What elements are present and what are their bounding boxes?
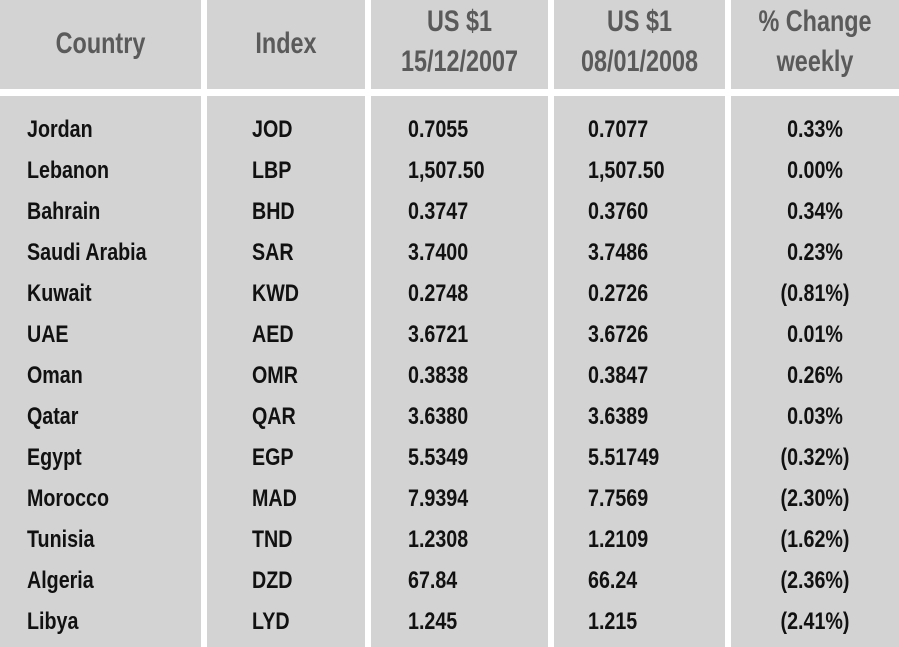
cell-text: Jordan (27, 116, 93, 143)
cell-text: Libya (27, 608, 79, 635)
cell-text: 0.7055 (408, 116, 469, 143)
cell-text: UAE (27, 321, 69, 348)
cell-text: 5.5349 (408, 444, 469, 471)
cell-text: 5.51749 (588, 444, 660, 471)
cell-text: EGP (252, 444, 294, 471)
cell-text: Morocco (27, 485, 110, 512)
header-text: Country (55, 27, 146, 60)
cell-text: 3.7400 (408, 239, 469, 266)
cell-text: LBP (252, 157, 292, 184)
cell-text: 3.6380 (408, 403, 469, 430)
cell-text: 66.24 (588, 567, 638, 594)
cell-text: TND (252, 526, 293, 553)
cell-text: 7.7569 (588, 485, 649, 512)
cell-text: 1.2308 (408, 526, 469, 553)
body-cell (554, 96, 725, 647)
cell-text: 0.3838 (408, 362, 469, 389)
body-cell (731, 96, 899, 647)
cell-text: AED (252, 321, 294, 348)
cell-text: Algeria (27, 567, 94, 594)
cell-text: 0.33% (787, 116, 843, 143)
header-text: US $1 (426, 5, 493, 38)
cell-text: 0.03% (787, 403, 843, 430)
cell-text: 1.2109 (588, 526, 649, 553)
cell-text: 0.01% (787, 321, 843, 348)
cell-text: 3.6389 (588, 403, 649, 430)
header-text: weekly (776, 45, 854, 78)
header-cell (554, 0, 725, 89)
header-cell (207, 0, 365, 89)
cell-text: 0.00% (787, 157, 843, 184)
cell-text: 0.26% (787, 362, 843, 389)
cell-text: OMR (252, 362, 298, 389)
cell-text: Saudi Arabia (27, 239, 147, 266)
cell-text: Tunisia (27, 526, 95, 553)
header-cell (731, 0, 899, 89)
header-text: Index (255, 27, 317, 60)
cell-text: 0.3760 (588, 198, 649, 225)
body-cell (0, 96, 201, 647)
cell-text: 7.9394 (408, 485, 469, 512)
cell-text: 0.7077 (588, 116, 649, 143)
cell-text: 1,507.50 (588, 157, 665, 184)
cell-text: 0.2726 (588, 280, 649, 307)
cell-text: MAD (252, 485, 297, 512)
cell-text: DZD (252, 567, 293, 594)
cell-text: (2.41%) (780, 608, 850, 635)
cell-text: 3.6726 (588, 321, 649, 348)
cell-text: BHD (252, 198, 295, 225)
cell-text: (2.30%) (780, 485, 850, 512)
header-text: US $1 (606, 5, 673, 38)
cell-text: 0.3747 (408, 198, 469, 225)
cell-text: (2.36%) (780, 567, 850, 594)
cell-text: 67.84 (408, 567, 458, 594)
header-text: % Change (758, 5, 872, 38)
header-cell (0, 0, 201, 89)
cell-text: 1.245 (408, 608, 458, 635)
cell-text: 0.3847 (588, 362, 649, 389)
cell-text: Egypt (27, 444, 82, 471)
cell-text: Kuwait (27, 280, 92, 307)
cell-text: QAR (252, 403, 296, 430)
cell-text: 0.34% (787, 198, 843, 225)
cell-text: 1.215 (588, 608, 638, 635)
cell-text: 1,507.50 (408, 157, 485, 184)
cell-text: KWD (252, 280, 300, 307)
cell-text: Oman (27, 362, 83, 389)
cell-text: 0.2748 (408, 280, 469, 307)
cell-text: LYD (252, 608, 290, 635)
cell-text: Bahrain (27, 198, 101, 225)
cell-text: 0.23% (787, 239, 843, 266)
cell-text: (0.32%) (780, 444, 850, 471)
body-cell (207, 96, 365, 647)
header-text: 15/12/2007 (400, 45, 519, 78)
body-cell (371, 96, 548, 647)
header-text: 08/01/2008 (580, 45, 699, 78)
cell-text: SAR (252, 239, 294, 266)
cell-text: 3.7486 (588, 239, 649, 266)
cell-text: Qatar (27, 403, 79, 430)
cell-text: (0.81%) (780, 280, 850, 307)
cell-text: JOD (252, 116, 293, 143)
cell-text: (1.62%) (780, 526, 850, 553)
cell-text: Lebanon (27, 157, 109, 184)
header-cell (371, 0, 548, 89)
cell-text: 3.6721 (408, 321, 469, 348)
